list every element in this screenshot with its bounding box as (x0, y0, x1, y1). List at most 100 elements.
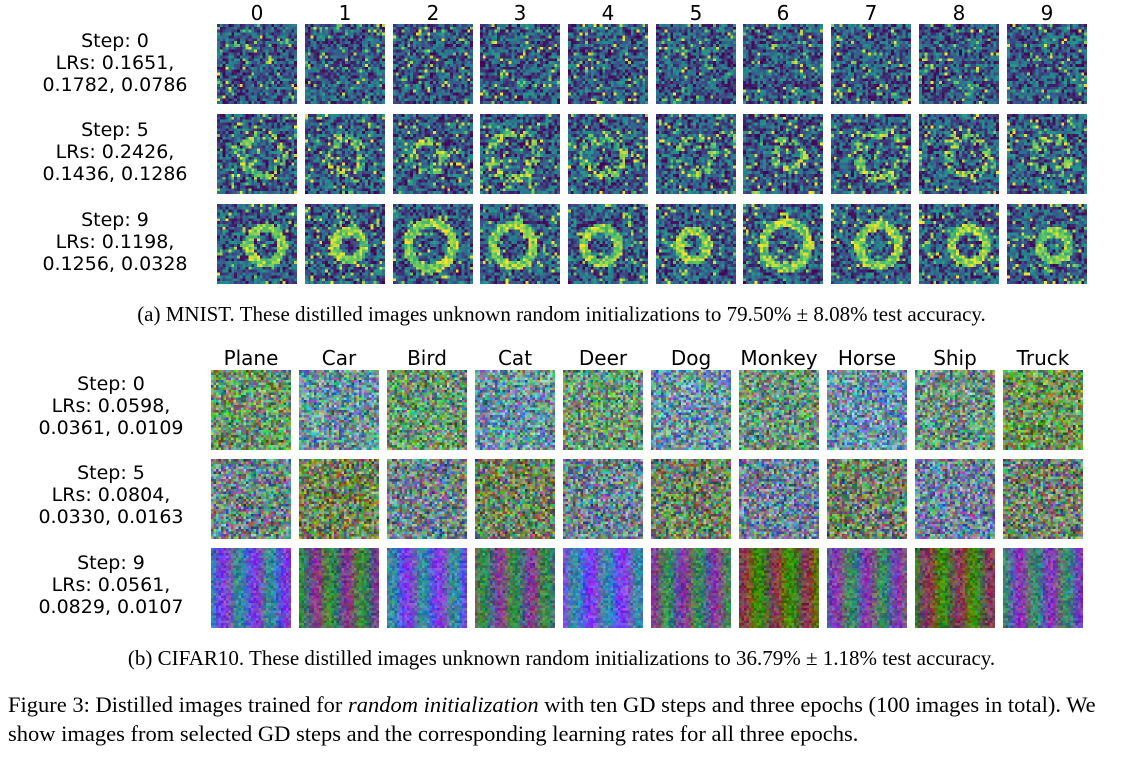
cifar-image (1003, 459, 1083, 539)
tile-canvas (827, 548, 907, 628)
mnist-image (743, 24, 823, 104)
mnist-col-header: 5 (689, 1, 703, 25)
tile-canvas (1007, 204, 1087, 284)
tile-canvas (563, 459, 643, 539)
lrs-label: 0.0361, 0.0109 (38, 417, 184, 439)
tile-canvas (651, 459, 731, 539)
tile-canvas (831, 24, 911, 104)
tile-canvas (217, 24, 297, 104)
mnist-image (480, 24, 560, 104)
mnist-image (1007, 24, 1087, 104)
cifar-image (739, 459, 819, 539)
cifar-row-label: Step: 5 LRs: 0.0804, 0.0330, 0.0163 (28, 462, 194, 528)
lrs-label: 0.1782, 0.0786 (42, 74, 188, 96)
cifar-image (387, 370, 467, 450)
mnist-image (1007, 114, 1087, 194)
tile-canvas (656, 114, 736, 194)
tile-canvas (827, 370, 907, 450)
mnist-image (656, 24, 736, 104)
cifar-image (563, 370, 643, 450)
cifar-col-header: Plane (223, 346, 279, 370)
tile-canvas (393, 24, 473, 104)
tile-canvas (568, 114, 648, 194)
tile-canvas (480, 24, 560, 104)
figure-text: with ten GD steps and three epochs (100 … (8, 692, 1096, 746)
mnist-image (305, 114, 385, 194)
tile-canvas (211, 370, 291, 450)
mnist-row-label: Step: 5 LRs: 0.2426, 0.1436, 0.1286 (30, 119, 200, 185)
tile-canvas (211, 548, 291, 628)
tile-canvas (480, 204, 560, 284)
cifar-image (387, 459, 467, 539)
tile-canvas (211, 459, 291, 539)
mnist-image (217, 24, 297, 104)
tile-canvas (919, 204, 999, 284)
mnist-row-label: Step: 0 LRs: 0.1651, 0.1782, 0.0786 (30, 30, 200, 96)
lrs-label: 0.0829, 0.0107 (38, 596, 184, 618)
tile-canvas (1007, 114, 1087, 194)
tile-canvas (475, 548, 555, 628)
mnist-image (831, 204, 911, 284)
cifar-image (827, 548, 907, 628)
figure-text: Distilled images trained for (89, 692, 348, 717)
tile-canvas (305, 24, 385, 104)
tile-canvas (1007, 24, 1087, 104)
tile-canvas (651, 548, 731, 628)
tile-canvas (568, 24, 648, 104)
tile-canvas (827, 459, 907, 539)
figure-emphasis: random initialization (347, 692, 539, 717)
mnist-image (480, 114, 560, 194)
tile-canvas (1003, 370, 1083, 450)
cifar-col-header: Monkey (740, 346, 818, 370)
mnist-image (393, 114, 473, 194)
cifar-col-header: Cat (497, 346, 533, 370)
mnist-image (393, 24, 473, 104)
tile-canvas (739, 459, 819, 539)
cifar-subcaption: (b) CIFAR10. These distilled images unkn… (127, 646, 996, 670)
tile-canvas (305, 114, 385, 194)
mnist-col-header: 0 (250, 1, 264, 25)
figure-label: Figure 3: (8, 692, 90, 717)
cifar-image (1003, 548, 1083, 628)
cifar-row-label: Step: 0 LRs: 0.0598, 0.0361, 0.0109 (28, 373, 194, 439)
cifar-col-header: Car (321, 346, 357, 370)
cifar-image (915, 370, 995, 450)
mnist-image (919, 204, 999, 284)
tile-canvas (656, 24, 736, 104)
cifar-image (211, 370, 291, 450)
tile-canvas (475, 459, 555, 539)
tile-canvas (919, 24, 999, 104)
tile-canvas (656, 204, 736, 284)
figure-caption: Figure 3: Distilled images trained for r… (8, 690, 1116, 748)
cifar-row-label: Step: 9 LRs: 0.0561, 0.0829, 0.0107 (28, 552, 194, 618)
tile-canvas (739, 548, 819, 628)
mnist-col-header: 4 (601, 1, 615, 25)
cifar-image (739, 548, 819, 628)
mnist-image (743, 204, 823, 284)
cifar-image (387, 548, 467, 628)
cifar-image (475, 548, 555, 628)
tile-canvas (1003, 548, 1083, 628)
tile-canvas (915, 459, 995, 539)
cifar-image (827, 459, 907, 539)
mnist-col-header: 7 (864, 1, 878, 25)
mnist-col-header: 8 (952, 1, 966, 25)
lrs-label: LRs: 0.0804, (51, 484, 171, 506)
cifar-image (563, 459, 643, 539)
cifar-image (475, 459, 555, 539)
tile-canvas (743, 24, 823, 104)
lrs-label: LRs: 0.2426, (55, 141, 175, 163)
tile-canvas (393, 204, 473, 284)
cifar-image (299, 370, 379, 450)
cifar-image (651, 370, 731, 450)
mnist-image (743, 114, 823, 194)
tile-canvas (739, 370, 819, 450)
mnist-image (919, 24, 999, 104)
mnist-image (568, 24, 648, 104)
cifar-image (915, 548, 995, 628)
tile-canvas (919, 114, 999, 194)
tile-canvas (299, 548, 379, 628)
tile-canvas (1003, 459, 1083, 539)
tile-canvas (831, 204, 911, 284)
tile-canvas (387, 370, 467, 450)
